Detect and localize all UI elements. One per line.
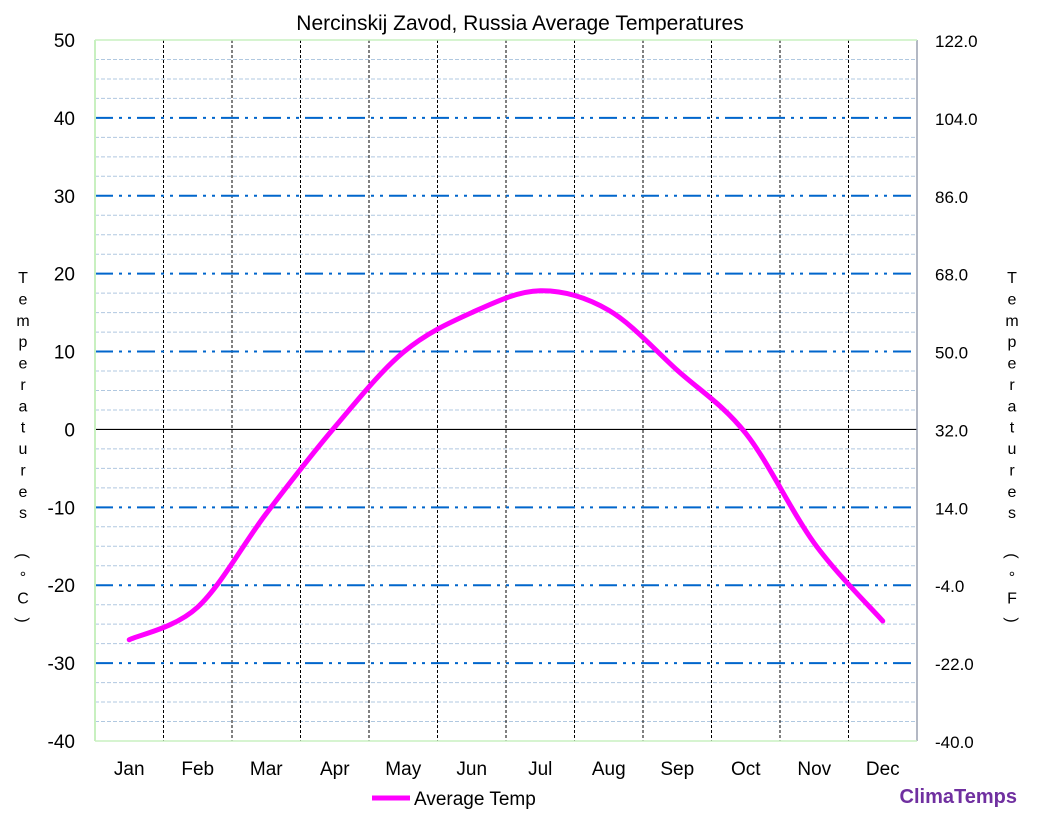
y-tick-label-right: 50.0	[935, 344, 968, 363]
y-tick-label-left: 0	[64, 420, 75, 441]
x-tick-label: Jul	[528, 759, 552, 780]
x-tick-label: Dec	[866, 759, 900, 780]
x-tick-label: Sep	[660, 759, 694, 780]
axis-title-char: u	[19, 441, 28, 458]
axis-title-char: e	[19, 356, 28, 373]
y-tick-label-right: -40.0	[935, 733, 974, 752]
y-axis-title-left: Temperatures(°C)	[14, 270, 31, 623]
y-tick-label-left: 20	[54, 265, 75, 286]
axis-title-char: )	[1003, 617, 1020, 622]
y-tick-label-right: 86.0	[935, 188, 968, 207]
y-tick-label-left: 30	[54, 187, 75, 208]
axis-title-char: m	[16, 313, 29, 330]
x-tick-label: May	[385, 759, 421, 780]
y-tick-label-right: 68.0	[935, 266, 968, 285]
y-tick-label-left: 10	[54, 343, 75, 364]
legend: Average Temp	[372, 789, 536, 810]
y-tick-label-left: -40	[48, 732, 75, 753]
x-tick-label: Feb	[181, 759, 214, 780]
x-tick-label: Jun	[456, 759, 487, 780]
axis-title-char: r	[1009, 377, 1015, 394]
axis-title-char: p	[19, 334, 28, 351]
axis-title-char: t	[1010, 420, 1015, 437]
chart-title: Nercinskij Zavod, Russia Average Tempera…	[296, 12, 743, 35]
y-tick-label-right: 104.0	[935, 110, 978, 129]
legend-label: Average Temp	[414, 789, 536, 810]
x-tick-label: Mar	[250, 759, 283, 780]
axis-title-char: t	[21, 420, 26, 437]
axis-title-char: C	[17, 591, 29, 608]
axis-title-char: s	[19, 505, 27, 522]
axis-title-char: e	[1008, 291, 1017, 308]
axis-title-char: °	[20, 569, 26, 586]
axis-title-char: (	[1003, 553, 1020, 559]
axis-title-char: (	[14, 553, 31, 559]
x-tick-label: Aug	[592, 759, 626, 780]
axis-title-char: r	[20, 377, 26, 394]
axis-title-char: a	[19, 398, 28, 415]
series-line-average-temp	[126, 288, 886, 643]
y-tick-label-right: -22.0	[935, 655, 974, 674]
axis-title-char: e	[1008, 356, 1017, 373]
axis-title-char: s	[1008, 505, 1016, 522]
y-tick-label-right: 32.0	[935, 421, 968, 440]
y-tick-label-left: -10	[48, 498, 75, 519]
y-axis-title-right: Temperatures(°F)	[1003, 270, 1020, 623]
axis-title-char: e	[1008, 484, 1017, 501]
axis-title-char: r	[20, 462, 26, 479]
axis-title-char: T	[18, 270, 28, 287]
y-tick-label-right: 14.0	[935, 499, 968, 518]
axis-title-char: e	[19, 291, 28, 308]
y-tick-label-right: 122.0	[935, 32, 978, 51]
x-tick-label: Jan	[114, 759, 145, 780]
y-tick-label-left: 50	[54, 31, 75, 52]
axis-title-char: °	[1009, 569, 1015, 586]
axis-title-char: a	[1008, 398, 1017, 415]
climatemps-logo: ClimaTemps	[899, 786, 1017, 808]
axis-title-char: e	[19, 484, 28, 501]
axis-title-char: u	[1008, 441, 1017, 458]
y-tick-label-left: -30	[48, 654, 75, 675]
axis-title-char: r	[1009, 462, 1015, 479]
x-tick-label: Apr	[320, 759, 350, 780]
axis-title-char: T	[1007, 270, 1017, 287]
axis-title-char: F	[1007, 591, 1017, 608]
axis-title-char: m	[1005, 313, 1018, 330]
axis-title-char: )	[14, 617, 31, 622]
y-tick-label-left: 40	[54, 109, 75, 130]
y-tick-label-right: -4.0	[935, 577, 964, 596]
x-tick-label: Nov	[797, 759, 831, 780]
x-tick-label: Oct	[731, 759, 761, 780]
axis-title-char: p	[1008, 334, 1017, 351]
y-tick-label-left: -20	[48, 576, 75, 597]
